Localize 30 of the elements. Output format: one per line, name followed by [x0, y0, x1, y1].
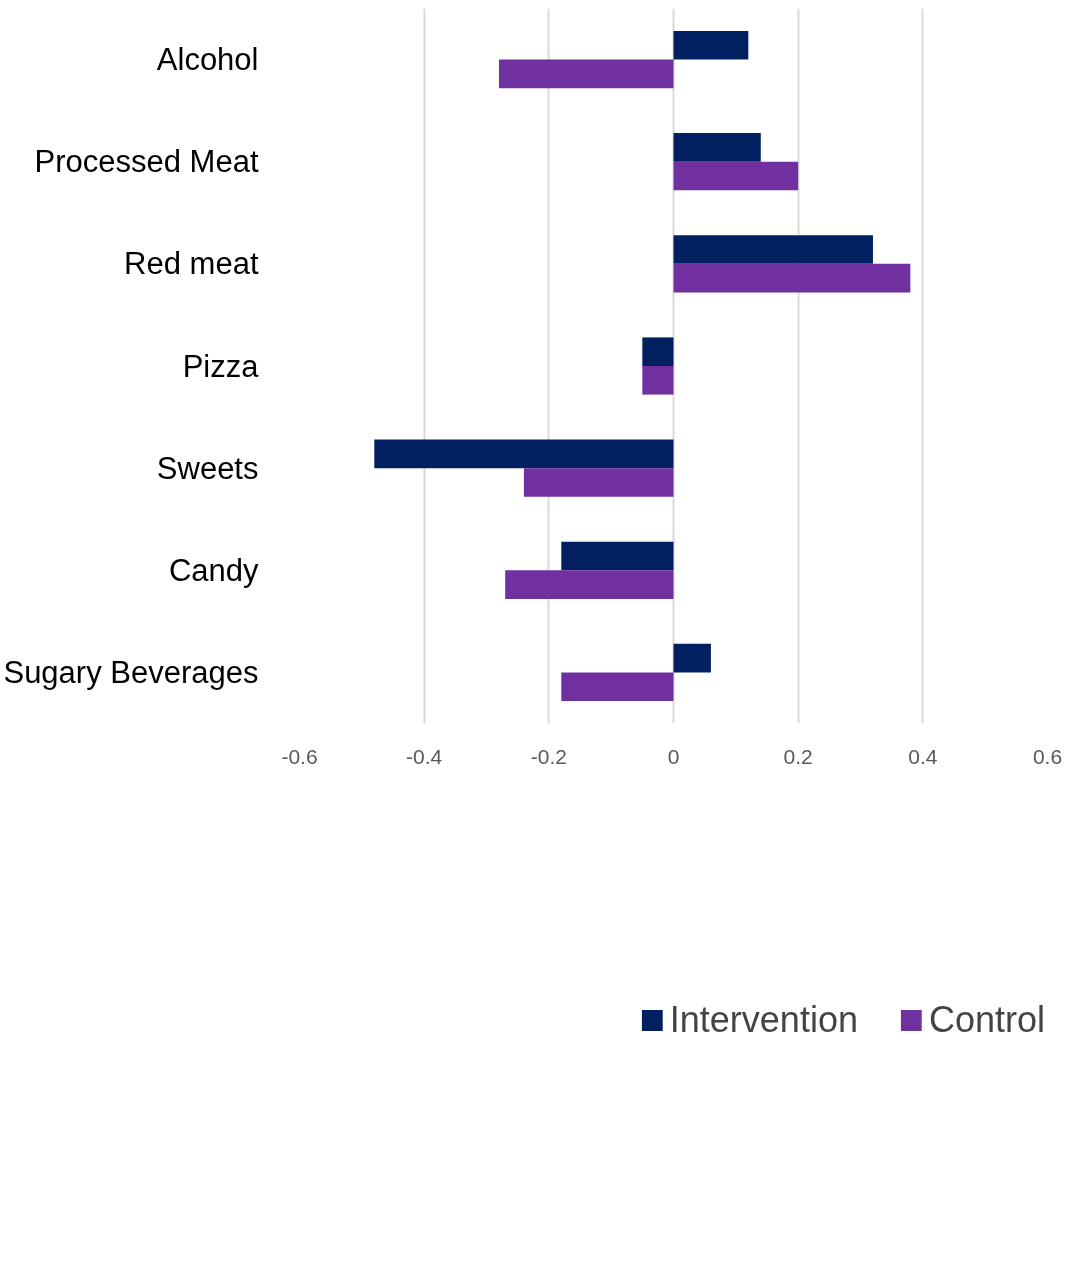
- bar: [673, 263, 911, 293]
- legend-label: Control: [928, 999, 1045, 1041]
- x-tick-label: -0.2: [530, 744, 567, 768]
- x-tick-label: -0.4: [406, 744, 443, 768]
- x-tick-label: -0.6: [281, 744, 318, 768]
- bar: [673, 30, 749, 60]
- bar: [561, 541, 674, 571]
- bar: [673, 133, 761, 162]
- legend-label: Intervention: [669, 999, 858, 1041]
- y-tick-label: Sugary Beverages: [3, 654, 259, 690]
- x-tick-label: 0.2: [783, 744, 813, 768]
- y-tick-label: Processed Meat: [34, 144, 259, 180]
- y-tick-label: Alcohol: [156, 42, 259, 78]
- bar: [498, 59, 674, 89]
- bar: [642, 337, 674, 366]
- y-tick-label: Candy: [168, 552, 259, 588]
- bar: [561, 672, 674, 702]
- x-tick-label: 0: [667, 744, 680, 768]
- bar: [505, 570, 674, 599]
- bar: [523, 468, 674, 497]
- bar: [673, 161, 799, 191]
- bar: [642, 366, 674, 395]
- bar: [673, 235, 873, 264]
- x-tick-label: 0.4: [908, 744, 938, 768]
- bar: [673, 643, 711, 673]
- y-tick-label: Red meat: [124, 246, 259, 282]
- bar: [374, 439, 674, 469]
- x-tick-label: 0.6: [1032, 744, 1063, 768]
- y-tick-label: Pizza: [182, 348, 260, 384]
- y-tick-label: Sweets: [156, 450, 259, 486]
